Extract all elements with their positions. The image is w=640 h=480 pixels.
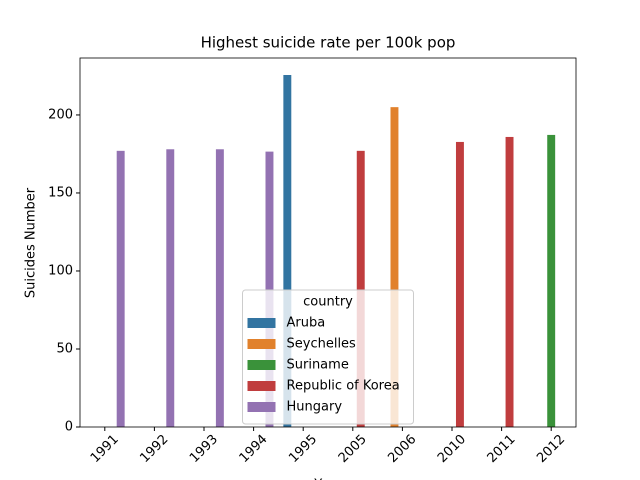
y-tick-label: 0 <box>65 420 73 435</box>
legend-label: Hungary <box>287 400 343 415</box>
legend-swatch <box>247 381 276 391</box>
x-tick-label: 1991 <box>88 432 122 466</box>
legend-swatch <box>247 318 276 328</box>
legend-title: country <box>303 295 353 310</box>
legend-label: Seychelles <box>287 337 357 352</box>
y-tick-label: 100 <box>48 263 73 278</box>
bar <box>166 149 175 427</box>
bar <box>547 134 556 427</box>
x-tick-label: 1992 <box>137 432 171 466</box>
bar <box>283 75 292 427</box>
legend-box <box>242 289 414 425</box>
x-tick-label: 1994 <box>237 432 271 466</box>
y-tick-label: 200 <box>48 107 73 122</box>
chart-title: Highest suicide rate per 100k pop <box>201 34 456 52</box>
x-tick-label: 2012 <box>534 432 568 466</box>
x-axis-label: Year <box>313 478 342 480</box>
plot-frame <box>79 57 577 428</box>
x-tick-label: 1995 <box>286 432 320 466</box>
legend-label: Suriname <box>287 358 349 373</box>
x-tick-label: 2011 <box>485 432 519 466</box>
y-tick-label: 50 <box>56 341 73 356</box>
legend-label: Republic of Korea <box>287 379 400 394</box>
legend-swatch <box>247 402 276 412</box>
bar <box>505 136 514 427</box>
x-tick-label: 2006 <box>385 432 419 466</box>
legend-label: Aruba <box>287 316 326 331</box>
bar <box>265 151 274 427</box>
bar <box>116 150 125 428</box>
y-axis-label: Suicides Number <box>24 187 39 298</box>
x-tick-label: 2010 <box>435 432 469 466</box>
bar <box>455 141 464 427</box>
y-tick-label: 150 <box>48 185 73 200</box>
legend-swatch <box>247 360 276 370</box>
bar <box>390 107 399 427</box>
legend-swatch <box>247 339 276 349</box>
x-tick-label: 2005 <box>336 432 370 466</box>
bar <box>356 150 365 428</box>
bar <box>215 149 224 427</box>
x-tick-label: 1993 <box>187 432 221 466</box>
